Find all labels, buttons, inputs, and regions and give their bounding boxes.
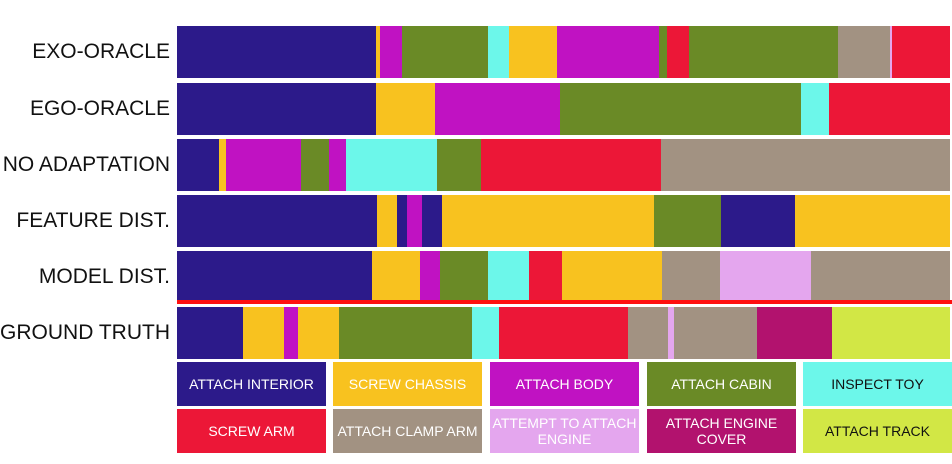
segment-attach-cabin [402,26,488,78]
row-label: EGO-ORACLE [29,97,170,120]
timeline-bar [177,307,950,359]
legend-attach-cabin: ATTACH CABIN [647,362,796,406]
segment-attach-body [557,26,659,78]
segment-screw-chassis [376,83,435,135]
segment-attach-cabin [301,139,329,191]
segment-attach-interior [177,307,243,359]
timeline-bar [177,26,950,78]
timeline-bar [177,139,950,191]
segment-inspect-toy [346,139,437,191]
segment-screw-chassis [442,195,654,247]
timeline-bar [177,195,950,247]
legend-attach-body: ATTACH BODY [490,362,639,406]
action-segmentation-timelines: EXO-ORACLE EGO-ORACLE NO ADAPTATION FEATURE… [0,26,950,359]
row-label: MODEL DIST. [38,265,170,288]
segment-attach-interior [177,83,376,135]
legend-screw-arm: SCREW ARM [177,409,326,453]
segment-attach-interior [177,195,377,247]
legend-attempt-attach-engine: ATTEMPT TO ATTACH ENGINE [490,409,639,453]
segment-attach-cabin [339,307,472,359]
segment-screw-arm [667,26,689,78]
segment-attach-cabin [440,251,488,303]
legend-attach-clamp-arm: ATTACH CLAMP ARM [333,409,482,453]
legend-attach-interior: ATTACH INTERIOR [177,362,326,406]
segment-screw-chassis [562,251,662,303]
legend-attach-track: ATTACH TRACK [803,409,952,453]
row-label: GROUND TRUTH [0,321,170,344]
segment-attach-cabin [437,139,481,191]
segment-attach-cabin [689,26,838,78]
segment-attempt-attach-engine [890,26,892,78]
segment-attach-body [435,83,560,135]
segment-attempt-attach-engine [720,251,811,303]
segment-screw-chassis [377,195,397,247]
segment-screw-arm [481,139,661,191]
segment-screw-arm [892,26,950,78]
legend-attach-engine-cover: ATTACH ENGINE COVER [647,409,796,453]
segment-attach-body [420,251,440,303]
ground-truth-divider [177,300,952,304]
legend-label: ATTACH ENGINE COVER [665,415,778,447]
legend-label: ATTACH BODY [515,376,614,392]
segment-attach-body [329,139,346,191]
segment-attach-interior [177,26,376,78]
segment-attach-cabin [654,195,721,247]
legend-label: ATTACH INTERIOR [189,376,314,392]
segment-attach-interior [177,139,219,191]
legend-label: ATTACH TRACK [824,423,930,439]
segment-attach-interior [397,195,407,247]
timeline-bar [177,83,950,135]
segment-attach-clamp-arm [628,307,668,359]
legend-inspect-toy: INSPECT TOY [803,362,952,406]
legend-label: ATTACH CLAMP ARM [337,423,478,439]
segment-screw-chassis [298,307,339,359]
segment-attach-body [284,307,298,359]
segment-screw-chassis [509,26,557,78]
segment-attach-body [407,195,422,247]
segment-attach-clamp-arm [838,26,890,78]
segment-attach-engine-cover [757,307,832,359]
segment-screw-arm [529,251,562,303]
legend-label: SCREW ARM [208,423,295,439]
segment-inspect-toy [488,251,529,303]
segment-attach-interior [721,195,795,247]
segment-attach-body [226,139,301,191]
segment-attach-clamp-arm [811,251,950,303]
segment-screw-chassis [795,195,950,247]
segment-attach-interior [422,195,442,247]
segment-attach-cabin [560,83,801,135]
segment-screw-arm [499,307,628,359]
segment-screw-chassis [372,251,420,303]
segment-attach-clamp-arm [674,307,757,359]
row-label: NO ADAPTATION [2,153,170,176]
segment-attach-interior [177,251,372,303]
segment-inspect-toy [472,307,499,359]
legend-screw-chassis: SCREW CHASSIS [333,362,482,406]
segment-attach-cabin [659,26,667,78]
segment-attach-track [832,307,950,359]
row-label: EXO-ORACLE [32,40,170,63]
legend-label: INSPECT TOY [831,376,924,392]
timeline-bar [177,251,950,303]
segment-screw-chassis [376,26,380,78]
legend-label: ATTACH CABIN [671,376,772,392]
segment-inspect-toy [488,26,509,78]
segment-attempt-attach-engine [668,307,674,359]
segment-attach-body [380,26,402,78]
segment-screw-arm [829,83,950,135]
segment-screw-chassis [219,139,226,191]
segment-inspect-toy [801,83,829,135]
segment-attach-clamp-arm [662,251,720,303]
row-label: FEATURE DIST. [16,209,170,232]
legend-label: ATTEMPT TO ATTACH ENGINE [492,415,637,447]
legend-label: SCREW CHASSIS [348,376,467,392]
segment-attach-clamp-arm [661,139,950,191]
segment-screw-chassis [243,307,284,359]
action-legend: ATTACH INTERIOR SCREW CHASSIS ATTACH BODY A… [177,362,952,462]
